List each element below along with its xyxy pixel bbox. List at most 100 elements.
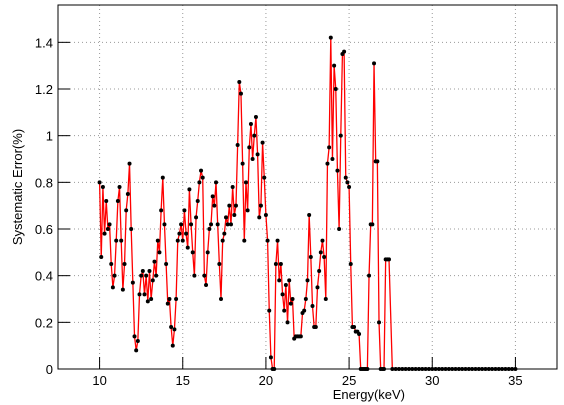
y-tick-label: 1 [46, 129, 53, 144]
data-point [500, 367, 505, 371]
data-point [272, 367, 277, 371]
data-point [288, 301, 293, 306]
data-point [122, 262, 127, 266]
data-point [440, 367, 445, 371]
data-point [130, 280, 135, 285]
data-point [496, 367, 501, 371]
x-tick-label: 15 [176, 373, 190, 388]
data-point [263, 213, 268, 217]
data-point [463, 367, 468, 371]
data-point [436, 367, 441, 371]
data-point [375, 159, 380, 164]
data-point [179, 222, 184, 227]
data-point [147, 269, 152, 273]
data-point [192, 273, 197, 278]
data-point [232, 213, 237, 217]
data-point [215, 222, 220, 227]
data-point [150, 278, 155, 283]
data-point [219, 297, 224, 301]
data-point [268, 355, 273, 360]
data-point [145, 299, 150, 304]
data-point [135, 339, 140, 343]
data-point [149, 297, 154, 301]
data-point [308, 255, 313, 259]
data-point [335, 168, 340, 173]
data-point [313, 325, 318, 329]
data-point [105, 227, 110, 231]
data-point [372, 61, 377, 66]
data-point [240, 161, 245, 166]
data-point [310, 304, 315, 308]
data-point [406, 367, 411, 371]
data-point [228, 222, 233, 227]
data-point [450, 367, 455, 371]
y-tick-label: 0.4 [35, 269, 53, 284]
data-point [140, 269, 145, 273]
data-point [144, 273, 149, 278]
data-point [446, 367, 451, 371]
data-point [119, 238, 124, 243]
data-point [223, 215, 228, 220]
y-tick-label: 0.8 [35, 175, 53, 190]
x-tick-label: 25 [342, 373, 356, 388]
y-tick-label: 0.6 [35, 222, 53, 237]
data-point [214, 180, 219, 185]
data-point [423, 367, 428, 371]
data-point [205, 250, 210, 255]
data-point [258, 203, 263, 208]
data-point [257, 215, 262, 220]
data-point [160, 175, 165, 180]
data-point [220, 238, 225, 243]
x-axis-label: Energy(keV) [333, 387, 405, 402]
data-point [443, 367, 448, 371]
data-point [403, 367, 408, 371]
data-point [182, 208, 187, 213]
data-point [430, 367, 435, 371]
data-point [460, 367, 465, 371]
data-point [285, 320, 290, 325]
data-point [330, 157, 335, 161]
data-point [189, 222, 194, 227]
data-point [134, 348, 139, 353]
data-point [104, 199, 109, 203]
data-point [393, 367, 398, 371]
data-point [352, 325, 357, 329]
data-point [420, 367, 425, 371]
data-point [210, 194, 215, 199]
data-point [453, 367, 458, 371]
data-point [307, 213, 312, 217]
data-point [416, 367, 421, 371]
data-point [222, 231, 227, 236]
data-point [227, 203, 232, 208]
data-point [110, 285, 115, 290]
data-point [348, 262, 353, 266]
data-point [184, 231, 189, 236]
data-point [200, 175, 205, 180]
data-point [298, 334, 303, 339]
data-point [280, 292, 285, 297]
data-point [510, 367, 515, 371]
data-point [112, 273, 117, 278]
data-point [154, 273, 159, 278]
data-point [185, 245, 190, 250]
data-point [180, 238, 185, 243]
data-point [277, 278, 282, 283]
data-point [197, 180, 202, 185]
data-point [345, 180, 350, 185]
data-point [382, 367, 387, 371]
x-tick-label: 10 [92, 373, 106, 388]
data-point [347, 185, 352, 189]
data-point [127, 161, 132, 166]
data-point [332, 63, 337, 68]
data-point [426, 367, 431, 371]
data-point [396, 367, 401, 371]
plot-frame [57, 4, 558, 370]
x-tick-label: 35 [508, 373, 522, 388]
data-point [97, 180, 102, 185]
data-point [456, 367, 461, 371]
data-point [315, 285, 320, 290]
y-tick-label: 0.2 [35, 315, 53, 330]
data-point [253, 115, 258, 119]
data-point [322, 255, 327, 259]
